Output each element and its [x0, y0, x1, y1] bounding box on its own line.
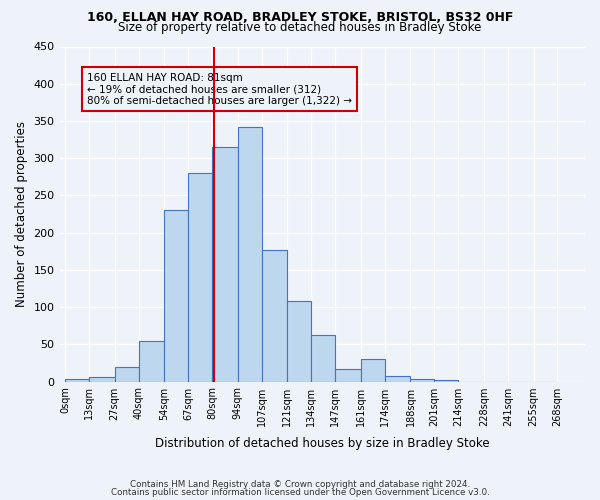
Text: 160, ELLAN HAY ROAD, BRADLEY STOKE, BRISTOL, BS32 0HF: 160, ELLAN HAY ROAD, BRADLEY STOKE, BRIS…: [87, 11, 513, 24]
Bar: [164, 210, 188, 382]
Bar: [434, 380, 458, 382]
Text: Size of property relative to detached houses in Bradley Stoke: Size of property relative to detached ho…: [118, 22, 482, 35]
Bar: [115, 366, 139, 382]
X-axis label: Distribution of detached houses by size in Bradley Stoke: Distribution of detached houses by size …: [155, 437, 490, 450]
Text: Contains HM Land Registry data © Crown copyright and database right 2024.: Contains HM Land Registry data © Crown c…: [130, 480, 470, 489]
Text: Contains public sector information licensed under the Open Government Licence v3: Contains public sector information licen…: [110, 488, 490, 497]
Bar: [311, 336, 335, 382]
Bar: [188, 173, 212, 382]
Text: 160 ELLAN HAY ROAD: 81sqm
← 19% of detached houses are smaller (312)
80% of semi: 160 ELLAN HAY ROAD: 81sqm ← 19% of detac…: [87, 72, 352, 106]
Bar: [89, 377, 115, 382]
Bar: [410, 378, 434, 382]
Bar: [287, 301, 311, 382]
Bar: [361, 359, 385, 382]
Bar: [212, 147, 238, 382]
Bar: [335, 369, 361, 382]
Y-axis label: Number of detached properties: Number of detached properties: [15, 121, 28, 307]
Bar: [385, 376, 410, 382]
Bar: [139, 340, 164, 382]
Bar: [262, 250, 287, 382]
Bar: [238, 127, 262, 382]
Bar: [65, 380, 89, 382]
